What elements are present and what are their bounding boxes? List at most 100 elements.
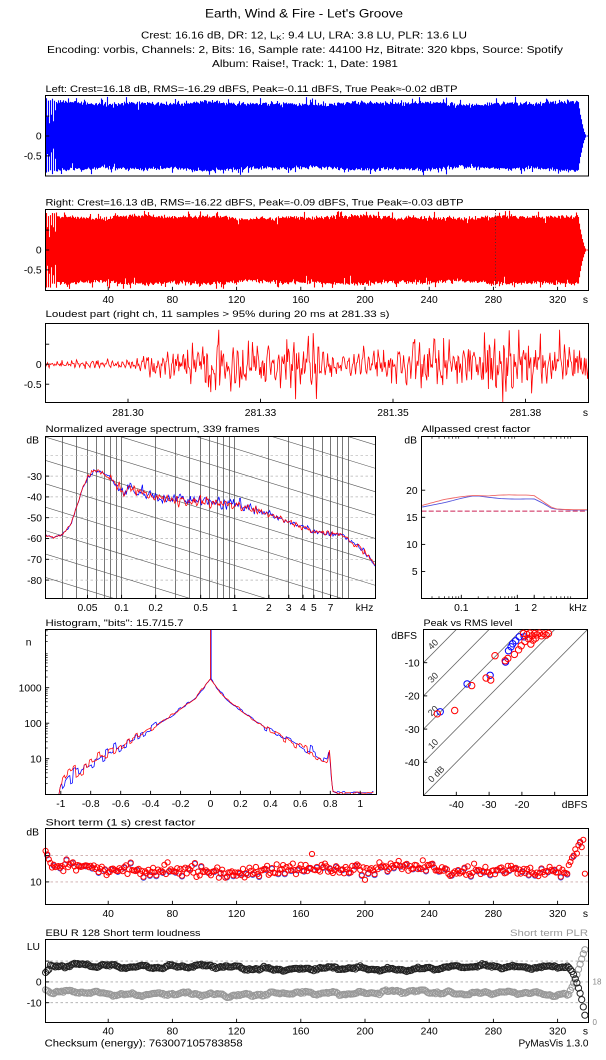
svg-text:Encoding: vorbis, Channels: 2: Encoding: vorbis, Channels: 2, Bits: 16,… — [47, 45, 563, 56]
svg-text:-0.8: -0.8 — [82, 799, 100, 810]
svg-text:120: 120 — [228, 909, 245, 920]
svg-text:1: 1 — [232, 603, 238, 614]
svg-text:10: 10 — [30, 754, 42, 765]
svg-text:-0.4: -0.4 — [142, 799, 160, 810]
svg-text:0.2: 0.2 — [149, 603, 164, 614]
svg-text:0.1: 0.1 — [454, 603, 469, 614]
svg-text:0: 0 — [36, 978, 42, 989]
svg-text:80: 80 — [167, 909, 179, 920]
svg-text:s: s — [583, 295, 588, 306]
svg-text:280: 280 — [485, 295, 502, 306]
svg-text:280: 280 — [485, 1027, 502, 1038]
svg-text:n: n — [26, 638, 32, 649]
svg-text:dB: dB — [26, 436, 39, 447]
svg-text:40: 40 — [102, 909, 114, 920]
svg-text:0.4: 0.4 — [263, 799, 278, 810]
svg-text:281.30: 281.30 — [112, 408, 144, 419]
svg-text:PyMasVis 1.3.0: PyMasVis 1.3.0 — [519, 1038, 590, 1049]
svg-text:-1: -1 — [56, 799, 65, 810]
svg-text:-20: -20 — [405, 692, 420, 703]
svg-text:100: 100 — [24, 719, 41, 730]
svg-text:dBFS: dBFS — [562, 800, 588, 811]
svg-text:240: 240 — [421, 1027, 438, 1038]
svg-text:7: 7 — [328, 603, 334, 614]
svg-text:18: 18 — [593, 978, 602, 987]
svg-text:-70: -70 — [27, 555, 42, 566]
svg-text:Checksum (energy): 76300710578: Checksum (energy): 763007105783858 — [45, 1038, 244, 1049]
svg-text:-0.2: -0.2 — [172, 799, 190, 810]
svg-text:Earth, Wind & Fire - Let's Gro: Earth, Wind & Fire - Let's Groove — [205, 6, 403, 20]
svg-text:40: 40 — [102, 1027, 114, 1038]
svg-text:-0.5: -0.5 — [24, 380, 42, 391]
svg-text:200: 200 — [356, 295, 373, 306]
svg-text:320: 320 — [549, 1027, 566, 1038]
svg-text:s: s — [583, 1027, 588, 1038]
svg-text:1000: 1000 — [19, 683, 42, 694]
svg-text:160: 160 — [292, 909, 309, 920]
svg-text:160: 160 — [292, 295, 309, 306]
svg-text:-10: -10 — [27, 998, 42, 1009]
svg-text:0.8: 0.8 — [323, 799, 338, 810]
svg-text:0.2: 0.2 — [233, 799, 248, 810]
svg-text:320: 320 — [549, 909, 566, 920]
svg-text:-0.5: -0.5 — [24, 266, 42, 277]
svg-text:4: 4 — [300, 603, 306, 614]
svg-text:0.6: 0.6 — [293, 799, 308, 810]
svg-text:2: 2 — [266, 603, 272, 614]
svg-text:0: 0 — [593, 1018, 598, 1027]
svg-text:s: s — [583, 408, 588, 419]
svg-text:Short term PLR: Short term PLR — [510, 928, 588, 938]
svg-text:0.1: 0.1 — [114, 603, 129, 614]
svg-text:5: 5 — [311, 603, 317, 614]
svg-text:Histogram, "bits": 15.7/15.7: Histogram, "bits": 15.7/15.7 — [46, 618, 184, 628]
svg-text:3: 3 — [286, 603, 292, 614]
svg-text:0.05: 0.05 — [77, 603, 97, 614]
svg-text:40: 40 — [102, 295, 114, 306]
svg-text:Allpassed crest factor: Allpassed crest factor — [422, 424, 531, 434]
svg-text:-0.5: -0.5 — [24, 152, 42, 163]
svg-text:0: 0 — [208, 799, 214, 810]
svg-text:Loudest part (right ch, 11 sam: Loudest part (right ch, 11 samples > 95%… — [46, 309, 390, 319]
svg-text:kHz: kHz — [569, 603, 587, 614]
svg-text:-40: -40 — [405, 758, 420, 769]
svg-text:-50: -50 — [27, 513, 42, 524]
svg-text:LU: LU — [27, 942, 40, 953]
svg-text:EBU R 128 Short term loudness: EBU R 128 Short term loudness — [46, 928, 201, 938]
svg-text:1: 1 — [514, 603, 520, 614]
svg-text:281.38: 281.38 — [510, 408, 542, 419]
svg-text:80: 80 — [167, 1027, 179, 1038]
svg-text:Left: Crest=16.18 dB, RMS=-16.: Left: Crest=16.18 dB, RMS=-16.29 dBFS, P… — [46, 84, 458, 94]
svg-text:Normalized average spectrum, 3: Normalized average spectrum, 339 frames — [46, 424, 260, 434]
svg-text:10: 10 — [30, 878, 42, 889]
svg-text:-40: -40 — [449, 800, 464, 811]
svg-text:Peak vs RMS level: Peak vs RMS level — [424, 618, 513, 628]
svg-text:281.33: 281.33 — [245, 408, 277, 419]
svg-text:200: 200 — [356, 1027, 373, 1038]
svg-text:200: 200 — [356, 909, 373, 920]
svg-text:1: 1 — [357, 799, 363, 810]
svg-text:2: 2 — [531, 603, 537, 614]
svg-text:-0.6: -0.6 — [112, 799, 130, 810]
svg-text:dBFS: dBFS — [391, 631, 417, 642]
svg-text:-80: -80 — [27, 576, 42, 587]
svg-text:0.5: 0.5 — [194, 603, 209, 614]
svg-text:-60: -60 — [27, 534, 42, 545]
svg-text:kHz: kHz — [356, 603, 374, 614]
svg-text:-40: -40 — [27, 493, 42, 504]
svg-text:-10: -10 — [405, 658, 420, 669]
svg-text:320: 320 — [549, 295, 566, 306]
svg-text:120: 120 — [228, 1027, 245, 1038]
svg-text:20: 20 — [406, 486, 418, 497]
svg-text:5: 5 — [412, 567, 418, 578]
svg-text:-30: -30 — [27, 472, 42, 483]
svg-text:280: 280 — [485, 909, 502, 920]
svg-text:dB: dB — [404, 436, 417, 447]
svg-text:80: 80 — [167, 295, 179, 306]
svg-text:10: 10 — [406, 540, 418, 551]
svg-text:0: 0 — [36, 360, 42, 371]
svg-text:0: 0 — [36, 246, 42, 257]
svg-text:Album: Raise!, Track: 1, Dat: Album: Raise!, Track: 1, Date: 1981 — [212, 59, 398, 70]
svg-text:-30: -30 — [405, 725, 420, 736]
svg-text:-20: -20 — [514, 800, 529, 811]
svg-text:15: 15 — [406, 513, 418, 524]
